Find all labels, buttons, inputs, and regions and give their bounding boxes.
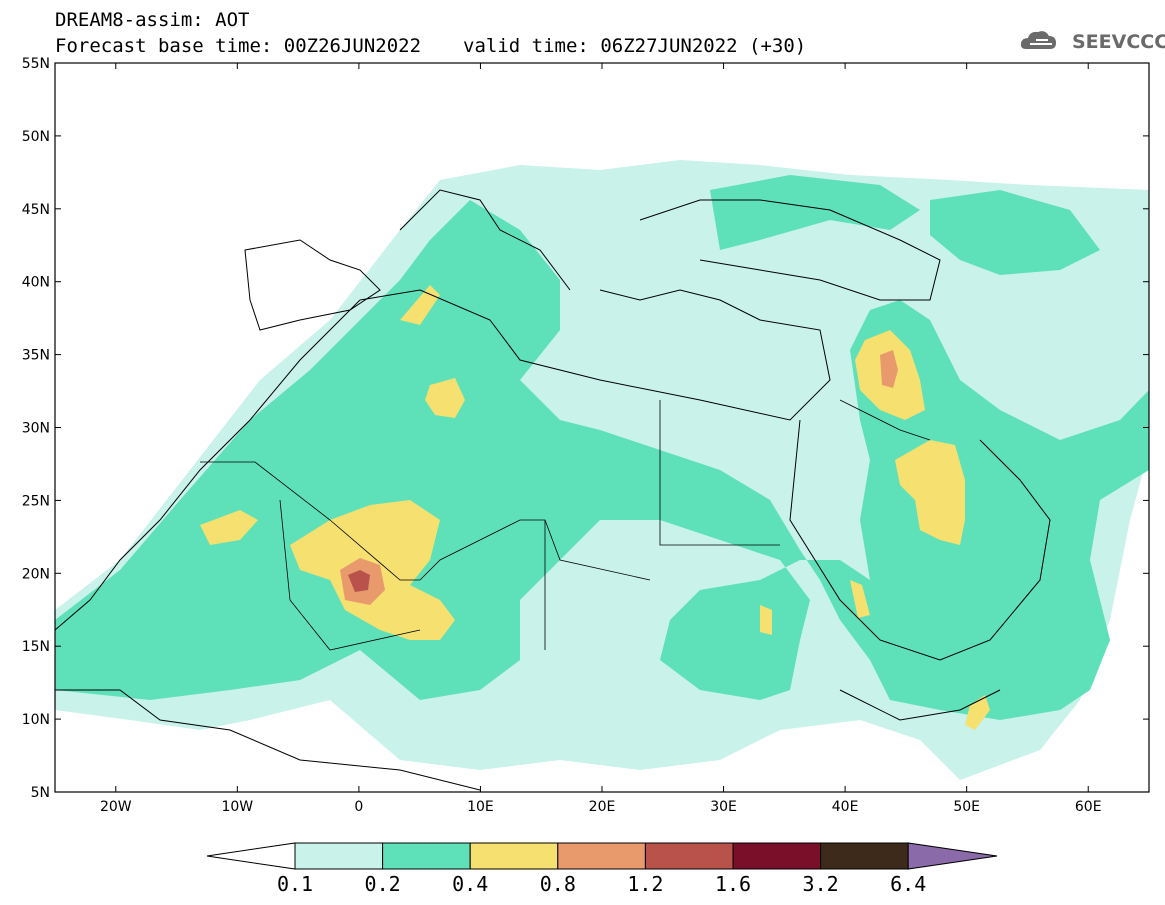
aot-band-0-4-italy	[400, 285, 440, 325]
base-time: Forecast base time: 00Z26JUN2022	[55, 35, 422, 57]
lat-label: 40N	[22, 275, 50, 291]
aot-band-0-2	[55, 200, 1149, 720]
lat-label: 50N	[22, 129, 50, 145]
colorbar-box	[557, 842, 646, 870]
aot-band-0-2-caspian	[930, 190, 1100, 275]
axis-labels: 55N 50N 45N 40N 35N 30N 25N 20N 15N 10N 5N 20W 10W 0 1…	[22, 56, 1102, 815]
aot-band-1-2-sahel	[348, 570, 370, 592]
axis-ticks	[55, 62, 1149, 793]
lon-label: 30E	[710, 799, 737, 815]
lat-label: 15N	[22, 639, 50, 655]
aot-band-0-8-iraq	[880, 350, 898, 388]
lon-label: 20W	[100, 799, 132, 815]
cloud-icon	[1020, 31, 1056, 49]
colorbar-box	[732, 842, 822, 870]
lat-label: 20N	[22, 566, 50, 582]
aot-band-0-4-algeria	[425, 378, 465, 418]
borders	[200, 399, 931, 651]
lat-label: 45N	[22, 202, 50, 218]
aot-shading	[55, 160, 1149, 791]
colorbar-label: 0.1	[277, 872, 313, 896]
colorbar-label: 3.2	[803, 872, 839, 896]
aot-band-0-4-arabia	[895, 440, 965, 545]
colorbar-box	[820, 842, 909, 870]
colorbar-label: 0.2	[365, 872, 401, 896]
aot-band-0-4-redsea	[850, 580, 870, 618]
lat-label: 5N	[31, 785, 50, 801]
lat-label: 30N	[22, 421, 50, 437]
model-title: DREAM8-assim: AOT	[55, 9, 250, 31]
colorbar-box	[644, 842, 734, 870]
colorbar-label: 0.4	[452, 872, 488, 896]
logo-text: SEEVCCC	[1072, 31, 1165, 53]
colorbar-label: 0.8	[540, 872, 576, 896]
lon-label: 20E	[589, 799, 616, 815]
lon-label: 50E	[953, 799, 980, 815]
lon-label: 60E	[1075, 799, 1102, 815]
valid-time: valid time: 06Z27JUN2022 (+30)	[463, 35, 807, 57]
lon-label: 40E	[832, 799, 859, 815]
lon-label: 10E	[467, 799, 494, 815]
lat-label: 25N	[22, 493, 50, 509]
lon-label: 0	[354, 799, 363, 815]
aot-band-0-2-east	[710, 175, 920, 250]
aot-band-0-4-sudan	[760, 605, 772, 635]
colorbar: 0.1 0.2 0.4 0.8 1.2 1.6 3.2 6.4	[206, 842, 998, 896]
lat-label: 55N	[22, 56, 50, 72]
coastlines	[55, 189, 1051, 791]
colorbar-label: 6.4	[890, 872, 926, 896]
colorbar-label: 1.2	[627, 872, 663, 896]
colorbar-label: 1.6	[715, 872, 751, 896]
lon-label: 10W	[221, 799, 253, 815]
time-info: Forecast base time: 00Z26JUN2022 valid ti…	[55, 36, 806, 56]
colorbar-box	[382, 842, 471, 870]
colorbar-over-arrow	[907, 842, 998, 870]
aot-band-0-4-w	[200, 510, 258, 545]
lat-label: 10N	[22, 712, 50, 728]
colorbar-box	[469, 842, 559, 870]
colorbar-under-arrow	[206, 842, 296, 870]
lat-label: 35N	[22, 348, 50, 364]
aot-band-0-4-somalia	[965, 695, 990, 730]
colorbar-box	[294, 842, 384, 870]
